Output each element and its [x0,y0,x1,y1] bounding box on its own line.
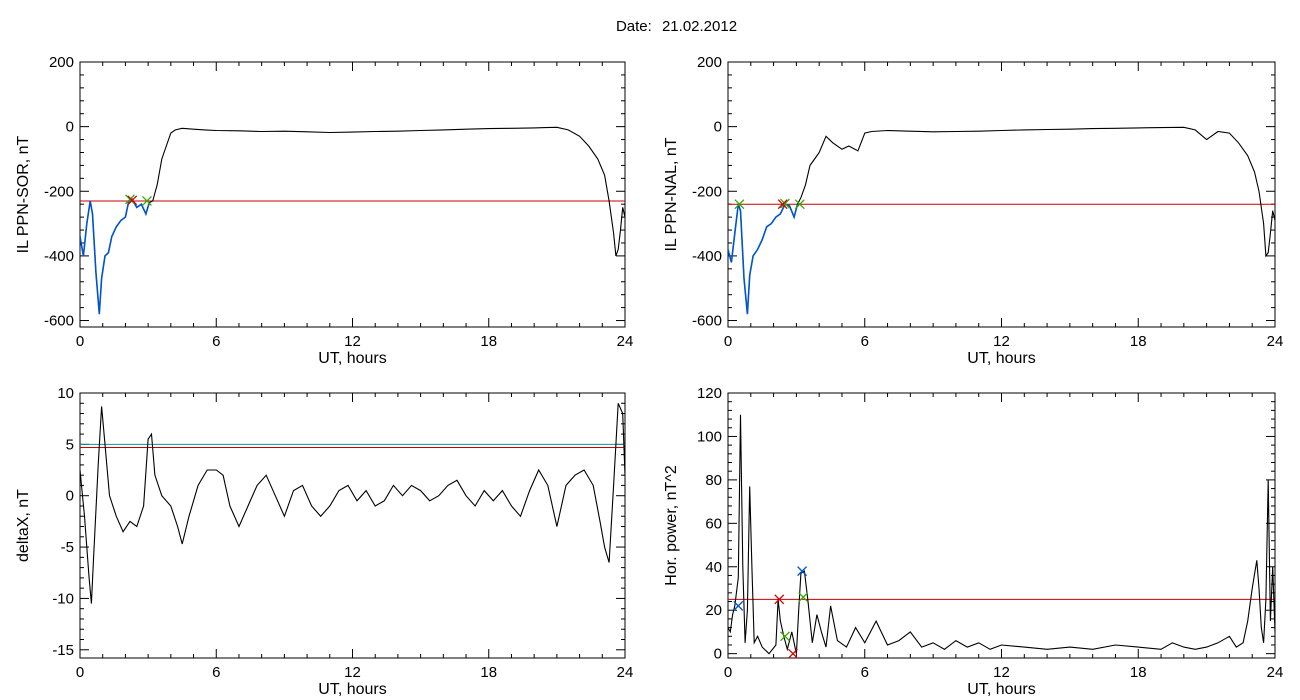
event-marker [797,566,808,577]
event-marker [774,594,785,605]
y-tick-label: 120 [697,385,722,402]
y-tick-label: 200 [49,54,74,71]
y-tick-label: 100 [697,428,722,445]
y-axis-title: IL PPN-NAL, nT [663,137,680,251]
y-tick-label: -15 [52,642,74,659]
y-tick-label: 0 [66,119,74,136]
x-tick-label: 0 [76,664,84,681]
x-axis-title: UT, hours [967,681,1035,698]
series-line [80,126,625,315]
x-tick-label: 6 [861,664,869,681]
plot-area [80,403,625,604]
x-tick-label: 24 [617,664,634,681]
x-tick-label: 18 [480,664,497,681]
y-tick-label: -200 [692,183,722,200]
y-tick-label: 40 [705,559,722,576]
event-marker [777,199,788,210]
y-axis-title: Hor. power, nT^2 [663,465,680,586]
y-tick-label: -400 [692,248,722,265]
y-tick-label: 0 [66,488,74,505]
series-line [728,414,1275,655]
y-tick-label: 10 [57,385,74,402]
chart-header: Date: 21.02.2012 [0,18,1300,35]
x-tick-label: 6 [861,333,869,350]
event-marker [127,195,138,206]
highlight-segment [728,203,799,315]
x-tick-label: 12 [993,333,1010,350]
series-line [80,403,625,604]
y-tick-label: -600 [692,313,722,330]
event-marker [124,194,135,205]
plot-area [728,414,1275,655]
x-tick-label: 24 [617,333,634,350]
x-axis-title: UT, hours [318,681,386,698]
event-marker [733,600,744,611]
plot-frame [727,61,1276,328]
panel-delta-x: 0 6 12 18 24 -15 -10 -5 0 5 10 UT, hours deltaX, nT [15,385,633,698]
y-tick-label: 20 [705,602,722,619]
x-tick-label: 24 [1267,333,1284,350]
panel-il-sor: 0 6 12 18 24 -600 -400 -200 0 200 UT, hours IL PPN-… [15,54,633,367]
x-tick-label: 6 [212,333,220,350]
event-marker [787,648,798,659]
x-axis-title: UT, hours [318,350,386,367]
x-tick-label: 24 [1267,664,1284,681]
date-label: Date: [615,18,652,35]
y-tick-label: 5 [66,436,74,453]
x-tick-label: 12 [993,664,1010,681]
event-marker [142,196,152,206]
series-line [728,126,1275,315]
y-tick-label: 80 [705,472,722,489]
x-tick-label: 12 [344,664,361,681]
highlight-segment [80,198,151,315]
y-axis-title: IL PPN-SOR, nT [15,135,32,253]
y-tick-label: 200 [697,54,722,71]
x-tick-label: 6 [212,664,220,681]
y-tick-label: 0 [714,646,722,663]
x-tick-label: 18 [1130,664,1147,681]
date-value: 21.02.2012 [661,18,738,35]
x-tick-label: 12 [344,333,361,350]
plot-area [728,126,1275,315]
x-tick-label: 18 [1130,333,1147,350]
x-tick-label: 0 [724,664,732,681]
x-tick-label: 0 [724,333,732,350]
event-marker [780,198,790,209]
y-tick-label: -200 [44,183,74,200]
x-tick-label: 18 [480,333,497,350]
y-tick-label: -600 [44,313,74,330]
y-tick-label: 60 [705,515,722,532]
plot-area [80,126,625,315]
panel-il-nal: 0 6 12 18 24 -600 -400 -200 0 200 UT, hours IL PPN-… [663,54,1283,367]
plot-frame [79,392,626,659]
x-axis-title: UT, hours [967,350,1035,367]
plot-frame [79,61,626,328]
event-marker [734,199,745,210]
x-tick-label: 0 [76,333,84,350]
y-tick-label: -10 [52,590,74,607]
event-marker [780,631,790,642]
y-axis-title: deltaX, nT [15,489,32,562]
panel-hor-power: 0 6 12 18 24 0 20 40 60 80 100 120 UT, hours Hor. pow… [663,385,1283,698]
event-marker [798,592,809,603]
event-marker [794,199,805,210]
y-tick-label: -400 [44,248,74,265]
y-tick-label: -5 [61,539,74,556]
y-tick-label: 0 [714,119,722,136]
